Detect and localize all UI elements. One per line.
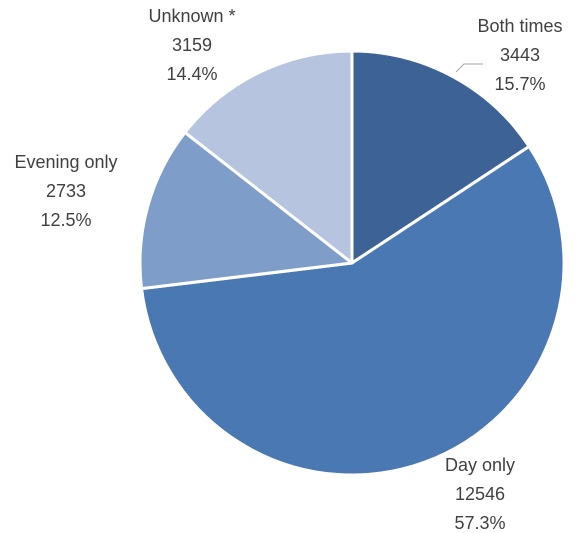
slice-label-2: Evening only 2733 12.5%	[14, 152, 117, 230]
pie-slice-unknown	[183, 49, 354, 265]
pie-slice-day-only	[140, 144, 566, 477]
slice-label-percent: 14.4%	[166, 64, 217, 84]
slice-label-value: 3443	[500, 45, 540, 65]
slice-label-percent: 57.3%	[454, 513, 505, 533]
pie-slice-both-times	[350, 49, 531, 265]
slice-label-1: Day only 12546 57.3%	[445, 455, 515, 533]
slice-labels: Both times 3443 15.7% Day only 12546 57.3% Eve…	[14, 6, 562, 533]
slice-label-value: 3159	[172, 35, 212, 55]
slice-label-name: Day only	[445, 455, 515, 475]
slice-label-3: Unknown * 3159 14.4%	[148, 6, 235, 84]
slice-label-percent: 12.5%	[40, 210, 91, 230]
pie-slice-evening-only	[138, 130, 354, 291]
leader-lines	[455, 63, 483, 73]
slice-label-name: Unknown *	[148, 6, 235, 26]
slice-label-value: 2733	[46, 181, 86, 201]
slice-label-0: Both times 3443 15.7%	[477, 16, 562, 94]
leader-line	[455, 63, 483, 73]
slice-label-percent: 15.7%	[494, 74, 545, 94]
slice-label-name: Both times	[477, 16, 562, 36]
slice-label-name: Evening only	[14, 152, 117, 172]
pie-slices	[138, 49, 566, 477]
slice-label-value: 12546	[455, 484, 505, 504]
